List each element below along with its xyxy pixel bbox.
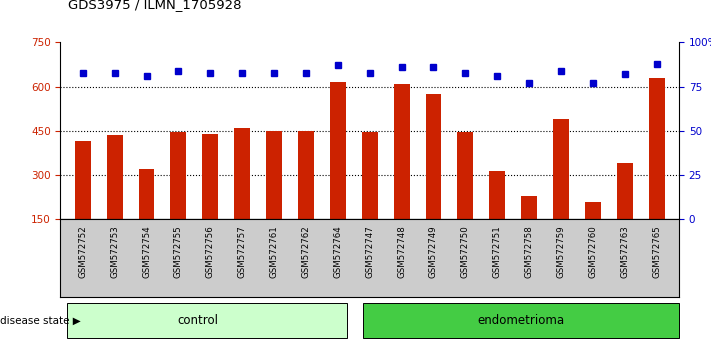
Bar bbox=[362, 132, 378, 219]
Bar bbox=[75, 141, 91, 219]
Bar bbox=[298, 131, 314, 219]
Text: GSM572747: GSM572747 bbox=[365, 226, 374, 279]
Text: disease state ▶: disease state ▶ bbox=[0, 315, 81, 325]
Text: GSM572753: GSM572753 bbox=[110, 226, 119, 279]
Bar bbox=[489, 171, 506, 219]
Bar bbox=[521, 196, 537, 219]
Text: GSM572752: GSM572752 bbox=[78, 226, 87, 279]
Text: GSM572763: GSM572763 bbox=[620, 226, 629, 279]
Bar bbox=[585, 202, 601, 219]
Bar bbox=[107, 135, 122, 219]
Text: GSM572756: GSM572756 bbox=[205, 226, 215, 279]
Text: GDS3975 / ILMN_1705928: GDS3975 / ILMN_1705928 bbox=[68, 0, 241, 11]
Text: GSM572760: GSM572760 bbox=[589, 226, 597, 279]
Bar bbox=[234, 128, 250, 219]
Bar bbox=[425, 94, 442, 219]
Bar bbox=[139, 169, 154, 219]
Text: GSM572750: GSM572750 bbox=[461, 226, 470, 279]
Text: GSM572749: GSM572749 bbox=[429, 226, 438, 278]
Text: GSM572757: GSM572757 bbox=[237, 226, 247, 279]
Text: control: control bbox=[177, 314, 218, 327]
Text: GSM572759: GSM572759 bbox=[557, 226, 565, 278]
Text: GSM572762: GSM572762 bbox=[301, 226, 311, 279]
Bar bbox=[67, 303, 348, 338]
Text: GSM572751: GSM572751 bbox=[493, 226, 502, 279]
Text: GSM572758: GSM572758 bbox=[525, 226, 534, 279]
Text: GSM572764: GSM572764 bbox=[333, 226, 342, 279]
Text: GSM572754: GSM572754 bbox=[142, 226, 151, 279]
Text: endometrioma: endometrioma bbox=[478, 314, 565, 327]
Bar bbox=[553, 119, 569, 219]
Bar bbox=[203, 134, 218, 219]
Bar bbox=[330, 82, 346, 219]
Bar bbox=[171, 132, 186, 219]
Bar bbox=[457, 132, 474, 219]
Text: GSM572748: GSM572748 bbox=[397, 226, 406, 279]
Bar bbox=[648, 78, 665, 219]
Bar bbox=[617, 164, 633, 219]
Bar bbox=[363, 303, 679, 338]
Text: GSM572761: GSM572761 bbox=[269, 226, 279, 279]
Text: GSM572765: GSM572765 bbox=[652, 226, 661, 279]
Text: GSM572755: GSM572755 bbox=[174, 226, 183, 279]
Bar bbox=[394, 84, 410, 219]
Bar bbox=[266, 131, 282, 219]
